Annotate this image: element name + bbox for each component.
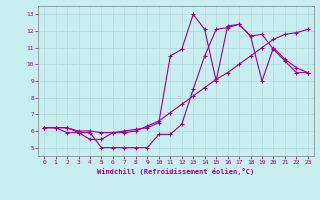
X-axis label: Windchill (Refroidissement éolien,°C): Windchill (Refroidissement éolien,°C) [97,168,255,175]
